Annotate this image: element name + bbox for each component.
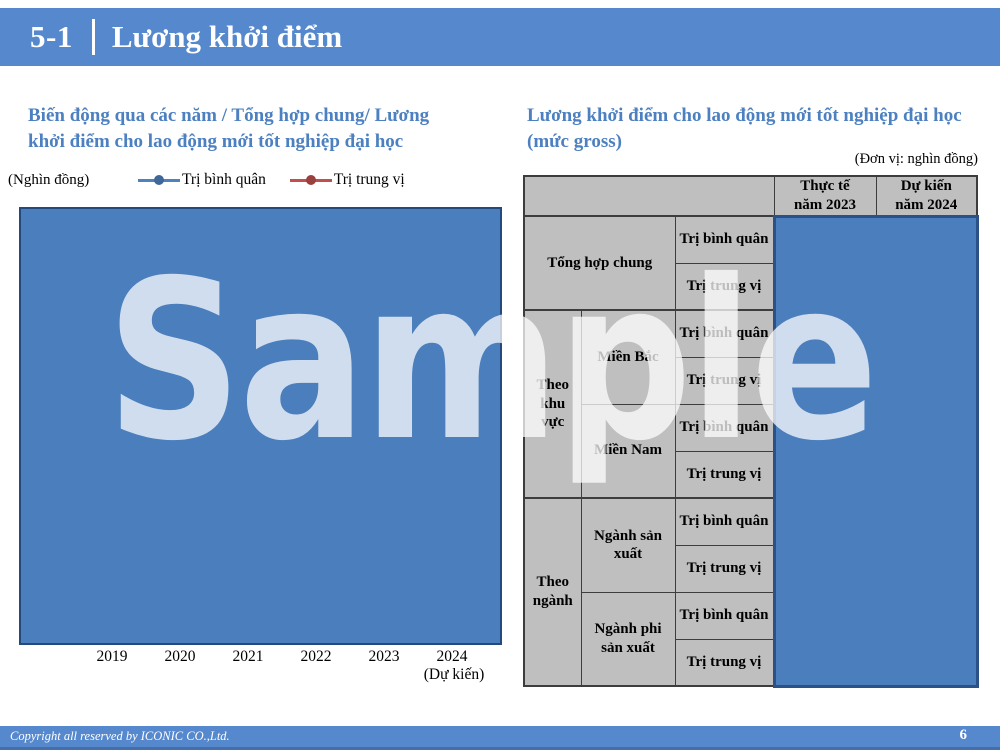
table-row: Theo khu vực Miền Bắc Trị bình quân [523,309,977,499]
col-header-forecast-2024: Dự kiến năm 2024 [875,175,978,217]
title-separator-bar [91,19,95,55]
footer-copyright: Copyright all reserved by ICONIC CO.,Ltd… [10,729,230,743]
metric-median: Trị trung vị [674,450,775,499]
metric-mean: Trị bình quân [674,309,775,358]
subgroup-north: Miền Bắc [580,309,676,405]
metric-mean: Trị bình quân [674,497,775,546]
table-row: Ngành phi sản xuất Trị bình quân [524,591,977,687]
x-axis-forecast-note: (Dự kiến) [423,666,485,683]
subgroup-south: Miền Nam [580,403,676,499]
col-header-actual-line1: Thực tế [800,178,850,194]
metric-median: Trị trung vị [674,262,775,311]
metric-median: Trị trung vị [674,356,775,405]
chart-heading-line1: Biến động qua các năm / Tổng hợp chung/ … [28,105,430,126]
table-row: Tổng hợp chung Trị bình quân [523,214,979,688]
chart-redacted-area [19,207,502,645]
col-header-actual-line2: năm 2023 [793,196,857,213]
col-header-forecast-line1: Dự kiến [900,178,952,194]
subgroup-non-manufacturing: Ngành phi sản xuất [580,591,676,687]
group-by-region: Theo khu vực [523,309,582,499]
footer-bottom-strip [0,747,1000,750]
slide-title: Lương khởi điểm [111,19,343,54]
legend-label-mean: Trị bình quân [182,171,266,188]
slide-title-bar: 5-1 Lương khởi điểm [0,8,1000,66]
x-axis-label-2024: 2024 [436,648,468,665]
chart-legend: Trị bình quân Trị trung vị [138,171,405,189]
metric-mean: Trị bình quân [674,591,775,640]
x-axis-label-2023: 2023 [368,648,400,665]
footer-bar: Copyright all reserved by ICONIC CO.,Ltd… [0,726,1000,747]
table-row: Theo ngành Ngành sản xuất Trị bình quân [523,497,977,687]
table-row: Trị trung vị [524,450,977,499]
legend-label-median: Trị trung vị [333,171,405,188]
slide-number: 5-1 [30,19,73,54]
group-by-industry: Theo ngành [523,497,582,687]
table-values-redacted-area [772,214,979,688]
table-header-row: Thực tế năm 2023 Dự kiến năm 2024 [523,175,978,217]
legend-item-mean: Trị bình quân [138,171,266,189]
legend-item-median: Trị trung vị [289,171,405,189]
table-section-heading: Lương khởi điểm cho lao động mới tốt ngh… [527,103,982,155]
subgroup-manufacturing: Ngành sản xuất [580,497,676,593]
table-heading-line2: (mức gross) [527,131,622,153]
x-axis-label-2019: 2019 [96,648,128,665]
chart-section-heading: Biến động qua các năm / Tổng hợp chung/ … [28,103,473,155]
table-row: Miền Nam Trị bình quân [524,403,977,499]
table-unit-note: (Đơn vị: nghìn đồng) [854,151,978,167]
table-corner-cell [523,175,775,217]
table-row: Trị trung vị [524,262,977,311]
salary-table: Thực tế năm 2023 Dự kiến năm 2024 Tổng h… [523,175,979,688]
table-row: Trị trung vị [524,638,977,687]
col-header-actual-2023: Thực tế năm 2023 [773,175,877,217]
x-axis-label-2022: 2022 [300,648,332,665]
chart-unit-label: (Nghìn đồng) [8,172,90,188]
line-marker-median-icon [289,172,332,189]
table-row: Trị trung vị [524,544,977,593]
table-heading-line1: Lương khởi điểm cho lao động mới tốt ngh… [527,105,962,126]
metric-mean: Trị bình quân [674,403,775,452]
metric-mean: Trị bình quân [674,215,775,264]
col-header-forecast-line2: năm 2024 [895,196,958,213]
metric-median: Trị trung vị [674,638,775,687]
metric-median: Trị trung vị [674,544,775,593]
chart-heading-line2: khởi điểm cho lao động mới tốt nghiệp đạ… [28,131,404,153]
footer-page-number: 6 [959,727,968,743]
x-axis-label-2020: 2020 [164,648,196,665]
group-overall: Tổng hợp chung [523,215,676,311]
line-marker-mean-icon [138,172,180,189]
x-axis-label-2021: 2021 [232,648,264,665]
